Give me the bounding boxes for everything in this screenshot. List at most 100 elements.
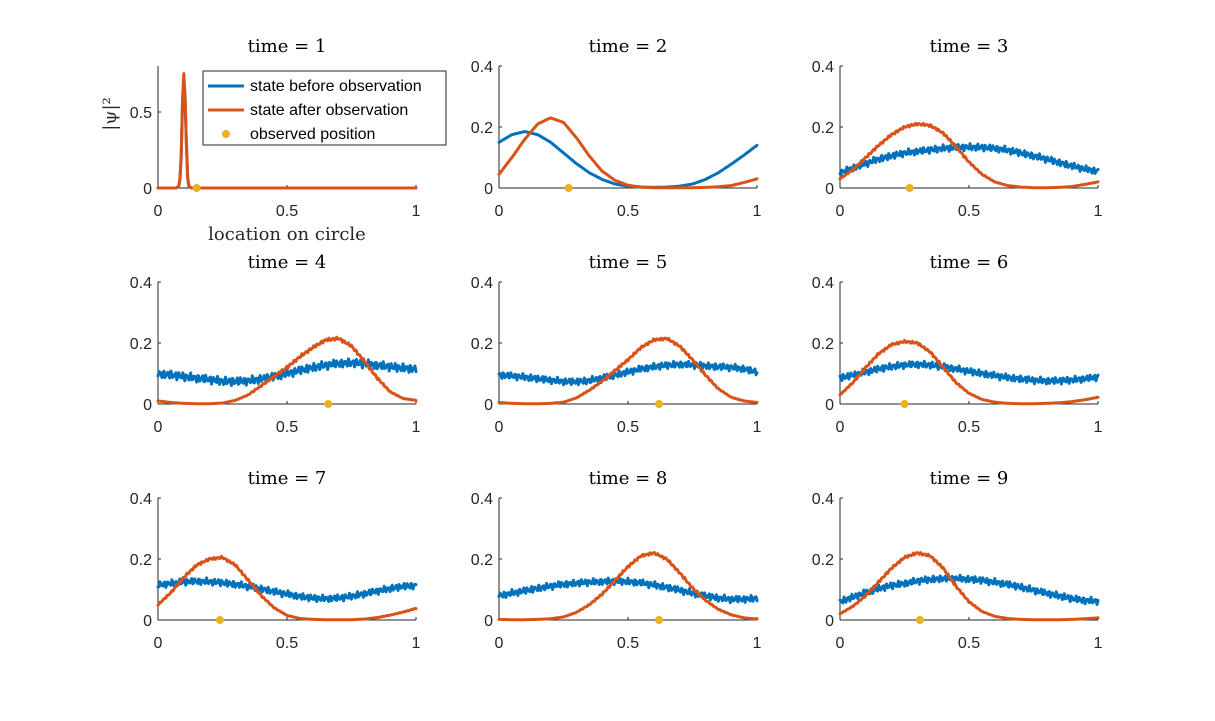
- subplot-title: time = 5: [589, 252, 668, 273]
- x-axis-label: location on circle: [208, 224, 366, 245]
- series-after-observation: [497, 551, 759, 622]
- series-after-observation: [156, 335, 418, 406]
- y-tick-label: 0.4: [812, 491, 834, 508]
- observed-position-point: [324, 400, 333, 408]
- series-before-observation: [497, 359, 759, 387]
- observed-position-point: [905, 184, 914, 192]
- subplot-title: time = 9: [930, 468, 1009, 489]
- legend: state before observation state after obse…: [202, 70, 447, 146]
- y-tick-label: 0: [484, 397, 493, 414]
- y-tick-label: 0.2: [812, 120, 834, 137]
- y-tick-label: 0.4: [812, 59, 834, 76]
- observed-position-point: [564, 184, 573, 192]
- subplot-title: time = 4: [248, 252, 327, 273]
- y-tick-label: 0.2: [471, 552, 493, 569]
- y-tick-label: 0: [143, 181, 152, 198]
- x-tick-label: 0.5: [958, 419, 980, 436]
- y-tick-label: 0.2: [471, 336, 493, 353]
- y-tick-label: 0.5: [130, 105, 152, 122]
- y-tick-label: 0.2: [130, 336, 152, 353]
- x-tick-label: 1: [1094, 203, 1103, 220]
- x-tick-label: 0: [154, 203, 163, 220]
- y-tick-label: 0: [143, 613, 152, 630]
- subplot-3: 0 0.5 1 0 0.2 0.4 time = 3: [812, 36, 1103, 220]
- legend-label: state before observation: [250, 78, 422, 95]
- legend-label: state after observation: [250, 102, 408, 119]
- subplot-title: time = 6: [930, 252, 1009, 273]
- series-after-observation: [838, 551, 1100, 622]
- x-tick-label: 0: [154, 419, 163, 436]
- series-after-observation: [838, 338, 1100, 406]
- series-before-observation: [156, 357, 418, 387]
- series-after-observation: [497, 116, 759, 190]
- y-tick-label: 0: [825, 397, 834, 414]
- legend-swatch-observed: [222, 130, 230, 138]
- y-tick-label: 0.4: [471, 491, 493, 508]
- observed-position-point: [654, 616, 663, 624]
- series-after-observation: [156, 554, 418, 622]
- series-before-observation: [838, 359, 1100, 386]
- series-after-observation: [497, 336, 759, 406]
- series-before-observation: [497, 130, 759, 189]
- y-tick-label: 0.4: [130, 275, 152, 292]
- x-tick-label: 1: [1094, 419, 1103, 436]
- x-tick-label: 0.5: [617, 635, 639, 652]
- y-tick-label: 0.2: [130, 552, 152, 569]
- legend-box: [202, 70, 447, 146]
- y-axis-label: |ψ|²: [100, 97, 121, 130]
- subplot-9: 0 0.5 1 0 0.2 0.4 time = 9: [812, 468, 1103, 652]
- x-tick-label: 1: [1094, 635, 1103, 652]
- subplot-title: time = 8: [589, 468, 668, 489]
- subplot-title: time = 2: [589, 36, 668, 57]
- subplot-7: 0 0.5 1 0 0.2 0.4 time = 7: [130, 468, 421, 652]
- x-tick-label: 1: [753, 419, 762, 436]
- series-before-observation: [838, 573, 1100, 606]
- series-before-observation: [156, 576, 418, 604]
- subplot-4: 0 0.5 1 0 0.2 0.4 time = 4: [130, 252, 421, 436]
- y-tick-label: 0.4: [130, 491, 152, 508]
- subplot-1: 0 0.5 1 0 0.5 time = 1 location on circle |ψ|² s…: [100, 36, 447, 245]
- y-tick-label: 0.4: [471, 59, 493, 76]
- y-tick-label: 0.2: [812, 552, 834, 569]
- x-tick-label: 1: [753, 203, 762, 220]
- series-before-observation: [497, 576, 759, 605]
- x-tick-label: 0.5: [276, 203, 298, 220]
- x-tick-label: 0: [495, 203, 504, 220]
- y-tick-label: 0: [484, 613, 493, 630]
- x-tick-label: 0.5: [958, 635, 980, 652]
- x-tick-label: 1: [753, 635, 762, 652]
- series-before-observation: [838, 142, 1100, 177]
- x-tick-label: 0: [836, 419, 845, 436]
- y-tick-label: 0: [484, 181, 493, 198]
- observed-position-point: [215, 616, 224, 624]
- x-tick-label: 0.5: [276, 419, 298, 436]
- subplot-8: 0 0.5 1 0 0.2 0.4 time = 8: [471, 468, 762, 652]
- y-tick-label: 0.4: [471, 275, 493, 292]
- y-tick-label: 0: [825, 181, 834, 198]
- x-tick-label: 0.5: [617, 203, 639, 220]
- subplot-5: 0 0.5 1 0 0.2 0.4 time = 5: [471, 252, 762, 436]
- y-tick-label: 0: [143, 397, 152, 414]
- y-tick-label: 0.4: [812, 275, 834, 292]
- x-tick-label: 0.5: [276, 635, 298, 652]
- observed-position-point: [192, 184, 201, 192]
- x-tick-label: 1: [412, 203, 421, 220]
- x-tick-label: 0: [836, 635, 845, 652]
- x-tick-label: 0: [495, 419, 504, 436]
- legend-label: observed position: [250, 126, 375, 143]
- subplot-title: time = 7: [248, 468, 327, 489]
- x-tick-label: 0: [495, 635, 504, 652]
- subplot-2: 0 0.5 1 0 0.2 0.4 time = 2: [471, 36, 762, 220]
- y-tick-label: 0.2: [471, 120, 493, 137]
- observed-position-point: [915, 616, 924, 624]
- x-tick-label: 0: [154, 635, 163, 652]
- y-tick-label: 0.2: [812, 336, 834, 353]
- y-tick-label: 0: [825, 613, 834, 630]
- series-after-observation: [838, 121, 1100, 190]
- observed-position-point: [654, 400, 663, 408]
- x-tick-label: 1: [412, 635, 421, 652]
- x-tick-label: 1: [412, 419, 421, 436]
- observed-position-point: [900, 400, 909, 408]
- x-tick-label: 0.5: [958, 203, 980, 220]
- subplot-title: time = 1: [248, 36, 327, 57]
